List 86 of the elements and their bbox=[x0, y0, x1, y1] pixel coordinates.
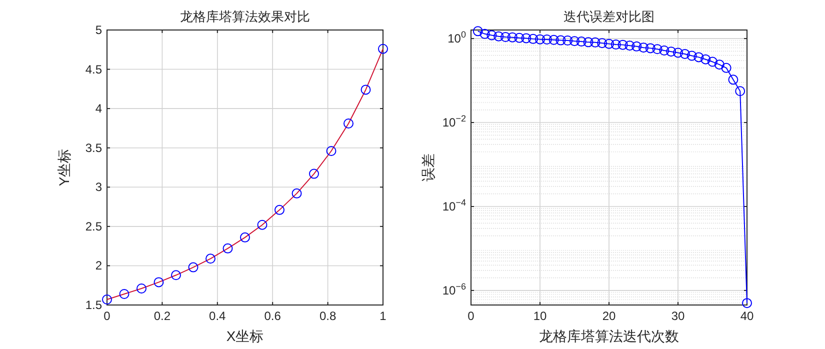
point bbox=[240, 232, 250, 242]
point bbox=[742, 298, 752, 308]
point bbox=[326, 146, 336, 156]
y-tick-label: 10$^{−4}$ bbox=[442, 197, 466, 214]
point bbox=[521, 33, 532, 44]
point bbox=[480, 28, 490, 39]
point bbox=[728, 74, 738, 85]
point bbox=[590, 37, 600, 48]
chart-title: 迭代误差对比图 bbox=[564, 9, 654, 24]
y-tick-label: 5 bbox=[95, 23, 102, 37]
y-tick-label: 2 bbox=[95, 258, 102, 273]
y-tick-label: 1.5 bbox=[85, 298, 102, 312]
point bbox=[659, 45, 670, 56]
point bbox=[171, 270, 181, 280]
y-tick-label: 10$^{−2}$ bbox=[442, 114, 466, 130]
chart-title: 龙格库塔算法效果对比 bbox=[180, 9, 310, 24]
point bbox=[597, 38, 608, 48]
point bbox=[102, 294, 112, 304]
y-tick-label: 2.5 bbox=[85, 219, 102, 234]
point bbox=[714, 60, 724, 70]
point bbox=[618, 40, 628, 50]
point bbox=[542, 34, 552, 45]
y-tick-label: 4 bbox=[95, 102, 102, 116]
point bbox=[624, 40, 635, 51]
point bbox=[700, 54, 711, 64]
x-tick-label: 0 bbox=[104, 309, 111, 323]
x-tick-label: 0.2 bbox=[154, 309, 171, 323]
point bbox=[206, 254, 216, 264]
point bbox=[486, 30, 497, 40]
point bbox=[528, 34, 538, 44]
point bbox=[360, 84, 371, 95]
point bbox=[136, 284, 146, 294]
point bbox=[666, 46, 676, 57]
point bbox=[309, 168, 319, 179]
point bbox=[222, 243, 233, 254]
x-tick-label: 20 bbox=[602, 309, 616, 323]
point bbox=[507, 32, 518, 42]
y-axis-title: 误差 bbox=[420, 154, 436, 182]
y-tick-label: 4.5 bbox=[85, 62, 102, 76]
point bbox=[556, 35, 566, 46]
point bbox=[548, 34, 559, 45]
point bbox=[562, 35, 573, 46]
x-tick-label: 0.8 bbox=[319, 309, 336, 323]
point bbox=[645, 43, 656, 54]
x-tick-label: 30 bbox=[671, 309, 685, 323]
point bbox=[257, 220, 268, 230]
x-axis-title: 龙格库塔算法迭代次数 bbox=[539, 328, 679, 344]
y-tick-label: 10$^{−6}$ bbox=[442, 281, 466, 298]
point bbox=[652, 44, 662, 54]
x-tick-label: 0 bbox=[468, 309, 475, 323]
y-tick-label: 3 bbox=[95, 180, 102, 194]
point bbox=[570, 36, 580, 46]
y-tick-label: 10$^{0}$ bbox=[448, 30, 466, 46]
point bbox=[686, 50, 697, 61]
point bbox=[735, 86, 746, 96]
point bbox=[604, 38, 614, 49]
point bbox=[274, 204, 284, 215]
point bbox=[494, 31, 504, 42]
x-axis-title: X坐标 bbox=[226, 328, 264, 344]
point bbox=[638, 42, 648, 53]
point bbox=[694, 52, 704, 62]
point bbox=[378, 44, 388, 54]
point bbox=[610, 40, 621, 50]
point bbox=[535, 34, 545, 44]
y-tick-label: 3.5 bbox=[85, 140, 102, 155]
point bbox=[576, 36, 586, 47]
y-axis-title: Y坐标 bbox=[56, 148, 72, 186]
point bbox=[583, 37, 594, 48]
point bbox=[514, 32, 524, 43]
point bbox=[721, 62, 732, 73]
point bbox=[292, 188, 302, 198]
point bbox=[344, 118, 354, 128]
x-tick-label: 0.4 bbox=[209, 309, 226, 323]
x-tick-label: 0.6 bbox=[264, 309, 282, 323]
point bbox=[632, 41, 642, 52]
x-tick-label: 1 bbox=[380, 309, 387, 323]
point bbox=[680, 48, 690, 59]
point bbox=[708, 56, 718, 67]
point bbox=[500, 32, 510, 42]
x-tick-label: 10 bbox=[533, 309, 547, 323]
point bbox=[472, 26, 483, 36]
x-tick-label: 40 bbox=[740, 309, 754, 323]
point bbox=[673, 48, 683, 58]
point bbox=[188, 262, 198, 272]
point bbox=[154, 277, 164, 288]
point bbox=[119, 289, 130, 299]
